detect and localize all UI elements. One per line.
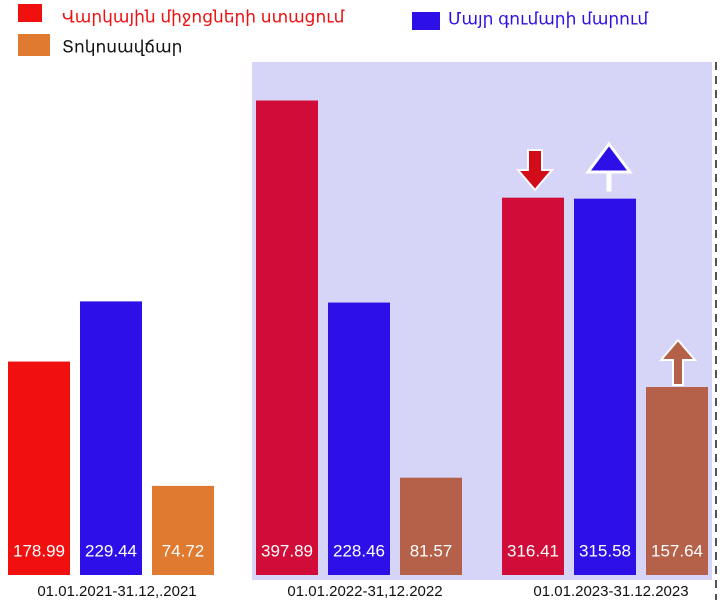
value-label: 315.58 (579, 541, 631, 560)
down-arrow (515, 149, 555, 192)
value-label: 81.57 (410, 541, 453, 560)
value-label: 74.72 (162, 541, 205, 560)
bar (8, 361, 70, 575)
up-arrow (585, 141, 633, 192)
legend-label: Վարկային միջոցների ստացում (62, 7, 345, 26)
bar (400, 477, 462, 575)
bar (256, 100, 318, 575)
x-tick-label: 01.01.2023-31.12.2023 (533, 583, 688, 600)
bar (80, 301, 142, 575)
value-label: 229.44 (85, 541, 137, 560)
highlight-panel (252, 62, 712, 580)
legend-label: Մայր գումարի մարում (448, 9, 648, 28)
bar (502, 197, 564, 575)
x-tick-label: 01.01.2021-31.12,.2021 (37, 583, 196, 600)
legend-swatch (412, 12, 440, 30)
x-tick-label: 01.01.2022-31,12.2022 (287, 583, 442, 600)
value-label: 178.99 (13, 541, 65, 560)
value-label: 228.46 (333, 541, 385, 560)
bar (152, 485, 214, 575)
legend-swatch (18, 4, 42, 22)
legend-swatch (18, 34, 50, 56)
bar (328, 302, 390, 575)
value-label: 397.89 (261, 541, 313, 560)
bar (646, 387, 708, 575)
legend-label: Տոկոսավճար (62, 37, 182, 56)
value-label: 316.41 (507, 541, 559, 560)
value-label: 157.64 (651, 541, 703, 560)
up-arrow (658, 338, 698, 386)
bar (574, 198, 636, 576)
